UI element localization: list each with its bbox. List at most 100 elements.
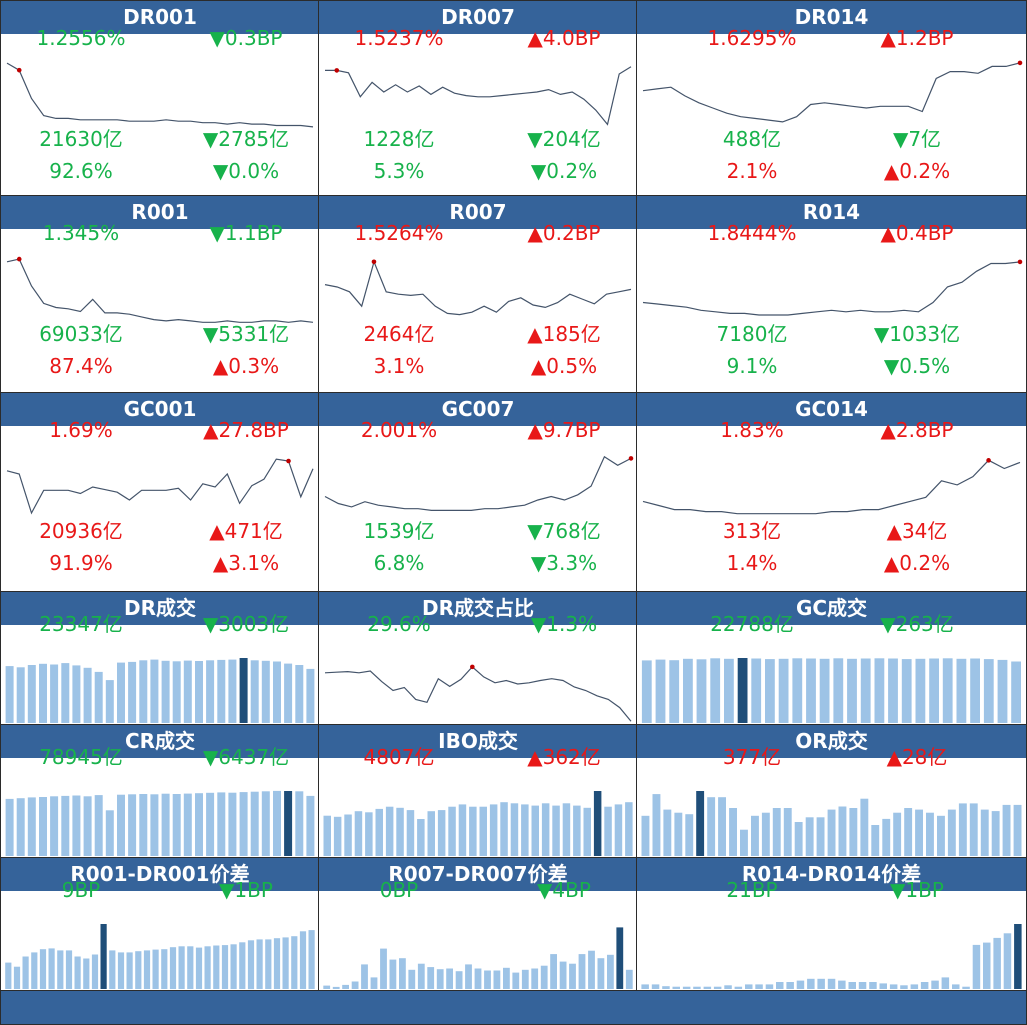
- bar: [228, 659, 237, 723]
- bar: [751, 658, 762, 723]
- bar-sparkline: [5, 658, 315, 724]
- bar: [718, 797, 726, 856]
- bar: [282, 937, 289, 989]
- bar: [408, 969, 416, 989]
- metric-change: ▲2.8BP: [880, 418, 954, 442]
- bar: [559, 961, 567, 989]
- metric-value: 7180亿: [716, 322, 788, 346]
- metric-value: 1539亿: [363, 519, 435, 543]
- bar: [1013, 804, 1022, 856]
- metric-panel: DR014 1.6295% ▲1.2BP 488亿 ▼7亿 2.1% ▲0.2%: [636, 0, 1027, 197]
- bar: [578, 954, 586, 989]
- bar: [874, 658, 885, 723]
- metric-value: 20936亿: [39, 519, 123, 543]
- bar: [969, 803, 978, 856]
- metric-value: 1.4%: [726, 551, 778, 575]
- line-sparkline: [325, 66, 632, 126]
- bar: [713, 986, 722, 989]
- bar: [437, 810, 446, 856]
- bar: [417, 963, 425, 989]
- panel-title: IBO成交: [319, 725, 637, 758]
- bar: [942, 658, 953, 723]
- bar: [869, 982, 877, 989]
- metric-value: 21630亿: [39, 127, 123, 151]
- bar: [117, 794, 125, 856]
- metric-value: 21BP: [726, 878, 778, 902]
- metric-panel: DR007 1.5237% ▲4.0BP 1228亿 ▼204亿 5.3% ▼0.2%: [318, 0, 638, 197]
- metric-value: 1.5237%: [354, 26, 444, 50]
- bar: [672, 986, 680, 989]
- metric-change: ▲1.2BP: [880, 26, 954, 50]
- bar: [962, 986, 970, 989]
- metric-change: ▲0.2%: [883, 159, 951, 183]
- metric-change: ▼6437亿: [202, 745, 290, 769]
- bar: [796, 980, 805, 989]
- bar: [161, 793, 170, 856]
- metric-change: ▼768亿: [527, 519, 601, 543]
- bar: [139, 794, 148, 856]
- panel-row: CR成交 78945亿 ▼6437亿 IBO成交 4807亿 ▲362亿 OR成交 377亿 ▲…: [0, 724, 1027, 859]
- metric-change: ▲0.5%: [530, 354, 598, 378]
- latest-point-marker: [1017, 60, 1023, 66]
- latest-point-marker: [1017, 259, 1023, 265]
- bar: [931, 980, 939, 989]
- bar: [31, 952, 38, 989]
- metric-panel: IBO成交 4807亿 ▲362亿: [318, 724, 638, 859]
- metric-value: 0BP: [379, 878, 419, 902]
- metric-panel: GC001 1.69% ▲27.8BP 20936亿 ▲471亿 91.9% ▲3.1%: [0, 392, 320, 593]
- bar: [273, 661, 281, 723]
- metric-change: ▲27.8BP: [203, 418, 289, 442]
- bar: [819, 658, 830, 723]
- bar: [685, 814, 694, 856]
- line-sparkline: [6, 256, 314, 323]
- bar: [295, 665, 304, 723]
- bar: [228, 792, 237, 856]
- bar: [674, 812, 683, 856]
- line-sparkline: [642, 60, 1023, 123]
- bar: [740, 829, 748, 856]
- bar: [510, 803, 519, 856]
- bar: [284, 663, 293, 723]
- metric-panel: R001-DR001价差 9BP ▼1BP: [0, 857, 320, 992]
- bar: [888, 658, 898, 723]
- metric-change: ▲0.3%: [212, 354, 280, 378]
- metric-change: ▲0.4BP: [880, 221, 954, 245]
- bar: [663, 809, 672, 856]
- bar: [239, 792, 248, 856]
- metric-value: 9BP: [61, 878, 101, 902]
- panel-title: DR001: [1, 1, 319, 34]
- bar-sparkline: [5, 790, 315, 856]
- bar: [178, 946, 185, 989]
- bar: [641, 660, 652, 723]
- bar: [117, 952, 125, 989]
- bar: [901, 659, 912, 723]
- metric-panel: R014-DR014价差 21BP ▼1BP: [636, 857, 1027, 992]
- bar: [135, 951, 142, 989]
- bar: [126, 952, 133, 989]
- bar-sparkline: [641, 791, 1022, 856]
- bar: [703, 986, 712, 989]
- bar: [597, 958, 605, 989]
- bar: [195, 661, 203, 723]
- bar: [540, 965, 548, 989]
- bar: [455, 971, 463, 989]
- metric-change: ▲185亿: [527, 322, 601, 346]
- bar: [474, 968, 482, 989]
- bar: [183, 793, 192, 856]
- bar: [427, 967, 435, 989]
- latest-point-marker: [986, 458, 991, 463]
- bar: [993, 937, 1001, 989]
- metric-value: 6.8%: [373, 551, 425, 575]
- bar: [729, 808, 737, 856]
- bar: [204, 946, 211, 989]
- bar: [983, 659, 994, 723]
- bar: [261, 660, 270, 723]
- metric-value: 87.4%: [49, 354, 113, 378]
- metric-change: ▲9.7BP: [527, 418, 601, 442]
- metric-change: ▼204亿: [527, 127, 601, 151]
- metric-change: ▼0.0%: [212, 159, 280, 183]
- panel-title: R007-DR007价差: [319, 858, 637, 891]
- series-line: [642, 459, 1021, 515]
- bar: [169, 947, 177, 989]
- metric-value: 1228亿: [363, 127, 435, 151]
